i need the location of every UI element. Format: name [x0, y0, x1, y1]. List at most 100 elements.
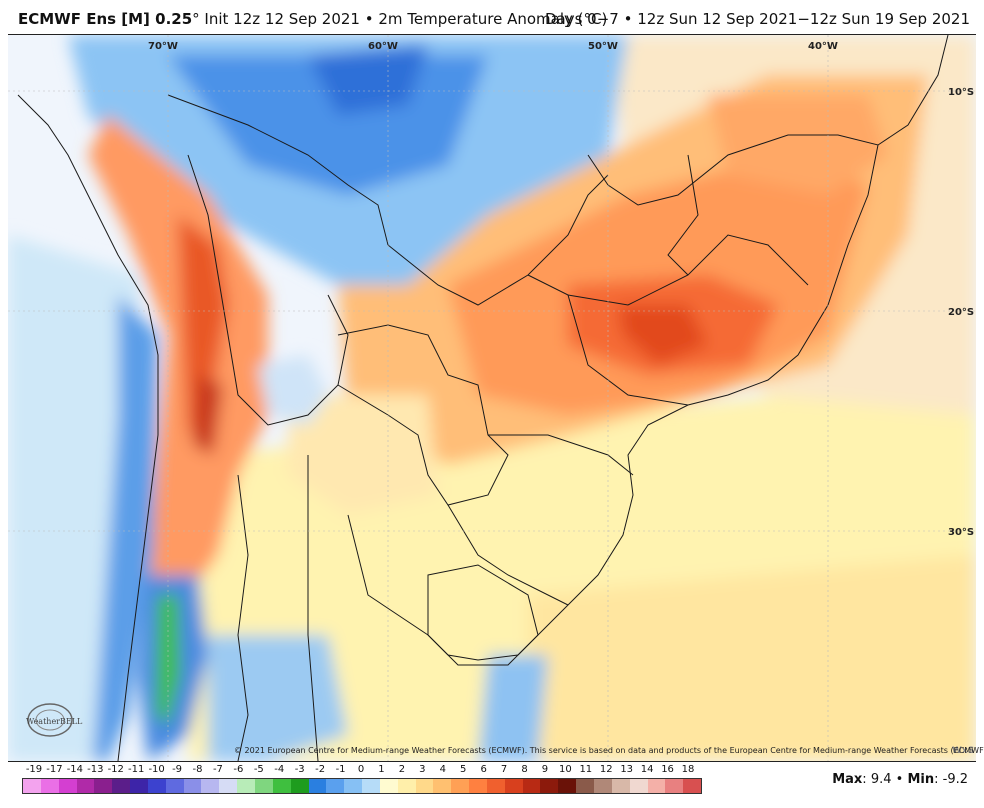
model-name: ECMWF Ens [M] 0.25 — [18, 10, 193, 28]
legend-tick-label: -11 — [128, 764, 145, 775]
header: ECMWF Ens [M] 0.25° Init 12z 12 Sep 2021… — [0, 0, 984, 34]
lat-label-10s: 10°S — [948, 87, 974, 98]
legend-swatch — [611, 779, 630, 793]
legend-tick-label: -2 — [315, 764, 326, 775]
max-min-stats: Max: 9.4 • Min: -9.2 — [832, 772, 968, 787]
legend-swatch — [594, 779, 612, 793]
legend-swatch — [272, 779, 291, 793]
wxs-mark: WxS — [952, 746, 974, 756]
copyright-notice: © 2021 European Centre for Medium-range … — [234, 746, 984, 755]
legend-tick-label: -4 — [274, 764, 285, 775]
legend-swatch — [40, 779, 59, 793]
legend-tick-label: 3 — [419, 764, 426, 775]
legend-tick-label: -5 — [253, 764, 264, 775]
legend-swatch — [112, 779, 131, 793]
legend-swatch — [451, 779, 470, 793]
color-legend: -19 -17 -14 -13 -12 -11 -10 -9 -8 -7 -6 -5 -4 -3 -2 -1 0… — [22, 762, 702, 806]
legend-swatch — [558, 779, 577, 793]
legend-swatch — [362, 779, 380, 793]
legend-swatches — [22, 778, 702, 794]
paraguay-border — [337, 324, 509, 506]
anomaly-map: 70°W 60°W 50°W 40°W 10°S 20°S 30°S WxS — [8, 35, 976, 761]
min-value: -9.2 — [942, 772, 968, 787]
legend-swatch — [94, 779, 113, 793]
legend-tick-label: -10 — [148, 764, 165, 775]
weatherbell-logo: WeatherBELL — [26, 703, 83, 737]
legend-swatch — [219, 779, 238, 793]
legend-tick-label: 6 — [480, 764, 487, 775]
legend-tick-label: 4 — [439, 764, 446, 775]
legend-swatch — [344, 779, 363, 793]
init-time: Init 12z 12 Sep 2021 — [204, 10, 360, 28]
legend-swatch — [254, 779, 273, 793]
min-label: Min — [907, 772, 935, 787]
legend-swatch — [23, 779, 41, 793]
northern-border — [167, 94, 609, 306]
legend-swatch — [397, 779, 416, 793]
brazil-state-line-3 — [488, 434, 634, 476]
legend-swatch — [290, 779, 309, 793]
legend-tick-label: 9 — [541, 764, 549, 775]
legend-swatch — [665, 779, 684, 793]
legend-tick-label: -7 — [212, 764, 223, 775]
lon-label-50w: 50°W — [588, 41, 618, 52]
legend-swatch — [576, 779, 594, 793]
legend-swatch — [201, 779, 220, 793]
legend-tick-label: 18 — [681, 764, 695, 775]
valid-period: Days 0−7 • 12z Sun 12 Sep 2021−12z Sun 1… — [544, 10, 970, 28]
legend-swatch — [433, 779, 452, 793]
map-panel: 70°W 60°W 50°W 40°W 10°S 20°S 30°S WxS — [8, 34, 976, 762]
legend-swatch — [504, 779, 523, 793]
legend-swatch — [165, 779, 184, 793]
argentina-province-line-2 — [347, 514, 429, 636]
legend-tick-label: -9 — [172, 764, 183, 775]
lat-label-30s: 30°S — [948, 527, 974, 538]
max-value: 9.4 — [870, 772, 892, 787]
legend-tick-label: -1 — [335, 764, 346, 775]
field-name: 2m Temperature Anomaly (°C) — [378, 10, 608, 28]
legend-swatch — [326, 779, 345, 793]
legend-tick-label: 14 — [640, 764, 654, 775]
legend-swatch — [183, 779, 202, 793]
legend-tick-label: 11 — [579, 764, 593, 775]
lon-label-70w: 70°W — [148, 41, 178, 52]
stats-separator: • — [895, 772, 904, 787]
legend-tick-label: 13 — [620, 764, 634, 775]
peru-bolivia-border — [187, 154, 349, 426]
legend-swatch — [540, 779, 559, 793]
legend-tick-label: 10 — [559, 764, 572, 775]
uruguay-border — [427, 564, 539, 666]
legend-tick-label: 8 — [521, 764, 528, 775]
chile-argentina-border — [237, 474, 249, 761]
legend-tick-label: -6 — [233, 764, 244, 775]
legend-swatch — [415, 779, 434, 793]
legend-tick-label: 12 — [599, 764, 613, 775]
legend-swatch — [469, 779, 487, 793]
legend-swatch — [147, 779, 166, 793]
legend-swatch — [522, 779, 541, 793]
legend-tick-label: 0 — [357, 764, 365, 775]
legend-tick-label: -17 — [46, 764, 63, 775]
legend-tick-label: 5 — [460, 764, 467, 775]
legend-swatch — [647, 779, 666, 793]
legend-swatch — [76, 779, 95, 793]
legend-swatch — [130, 779, 148, 793]
lon-label-40w: 40°W — [808, 41, 838, 52]
title-bullet: • — [364, 10, 374, 28]
argentina-province-line — [307, 455, 319, 761]
legend-tick-label: -19 — [25, 764, 43, 775]
legend-tick-label: -12 — [107, 764, 124, 775]
logo-text: WeatherBELL — [26, 717, 83, 726]
atlantic-coastline-north — [587, 35, 949, 206]
graticule — [8, 35, 976, 761]
lat-label-20s: 20°S — [948, 307, 974, 318]
degree-symbol: ° — [192, 10, 200, 28]
pacific-coastline — [17, 94, 159, 761]
legend-tick-label: 1 — [378, 764, 385, 775]
legend-swatch — [308, 779, 327, 793]
legend-tick-label: -13 — [87, 764, 104, 775]
political-borders — [17, 35, 949, 761]
lon-label-60w: 60°W — [368, 41, 398, 52]
legend-tick-label: -8 — [192, 764, 203, 775]
legend-swatch — [237, 779, 255, 793]
